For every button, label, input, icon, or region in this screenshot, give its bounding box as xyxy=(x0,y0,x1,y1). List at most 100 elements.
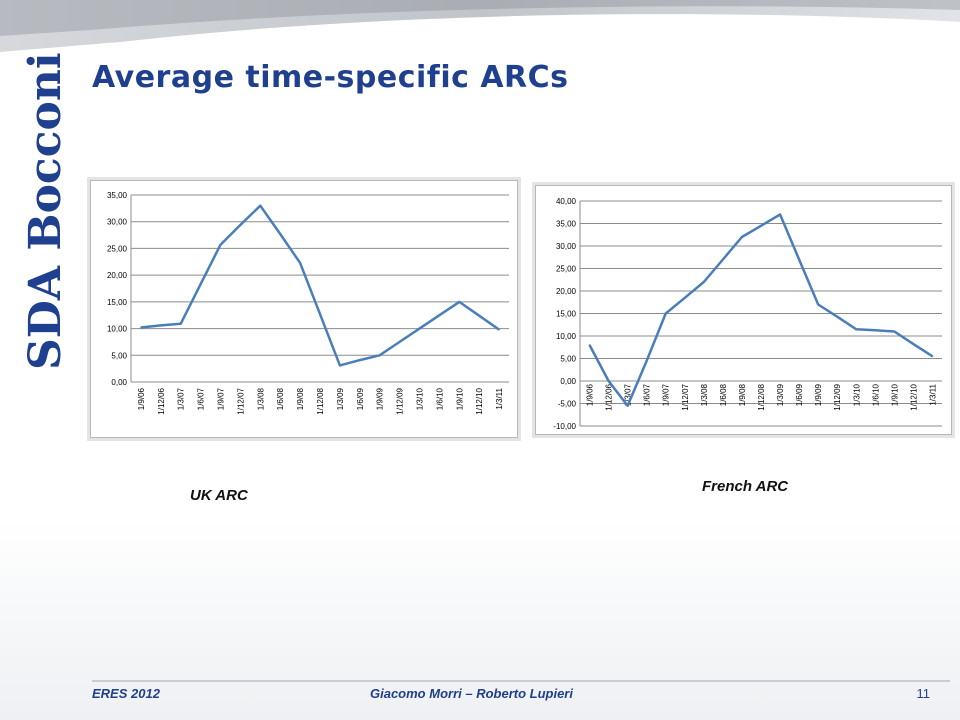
fr-x-tick-label: 1/3/08 xyxy=(700,383,709,406)
uk-y-tick-label: 35,00 xyxy=(107,191,128,200)
fr-data-point xyxy=(798,258,800,261)
french-arc-caption: French ARC xyxy=(702,478,789,495)
fr-y-tick-label: -10,00 xyxy=(553,422,576,431)
uk-x-tick-label: 1/9/09 xyxy=(376,387,385,410)
uk-x-tick-label: 1/3/11 xyxy=(495,387,504,409)
fr-x-tick-label: 1/6/09 xyxy=(795,383,804,406)
uk-x-tick-label: 1/3/10 xyxy=(415,387,424,410)
uk-x-tick-label: 1/9/10 xyxy=(455,387,464,410)
fr-data-point xyxy=(683,296,686,299)
fr-data-point xyxy=(874,329,877,331)
uk-data-point xyxy=(279,233,282,235)
uk-data-point xyxy=(319,313,321,315)
uk-x-tick-label: 1/9/08 xyxy=(296,387,305,410)
fr-y-tick-label: 20,00 xyxy=(556,287,577,296)
fr-x-tick-label: 1/9/10 xyxy=(890,383,899,406)
uk-x-tick-label: 1/6/08 xyxy=(276,387,285,410)
page-number: 11 xyxy=(916,686,931,701)
fr-x-tick-label: 1/12/09 xyxy=(833,383,842,410)
uk-data-point xyxy=(418,327,421,330)
fr-data-point xyxy=(855,328,858,331)
uk-data-point xyxy=(378,354,381,357)
french-arc-chart-svg: -10,00 -5,00 0,00 5,00 10,00 15,00 20,00 25,00 3… xyxy=(553,197,942,431)
uk-data-point xyxy=(398,341,401,343)
uk-y-tick-label: 15,00 xyxy=(107,298,128,307)
logo-wordmark: SDA Bocconi xyxy=(20,52,71,370)
french-arc-chart: -10,00 -5,00 0,00 5,00 10,00 15,00 20,00 25,00 3… xyxy=(535,185,952,435)
fr-x-tick-label: 1/12/06 xyxy=(605,383,614,410)
uk-x-tick-label: 1/12/07 xyxy=(236,387,245,414)
uk-arc-chart: 0,00 5,00 10,00 15,00 20,00 25,00 30,00 35,00 1/… xyxy=(90,180,518,438)
fr-x-tick-label: 1/9/08 xyxy=(738,383,747,406)
slide-title: Average time-specific ARCs xyxy=(92,60,569,95)
fr-data-point xyxy=(626,404,629,407)
uk-x-tick-label: 1/3/09 xyxy=(336,387,345,410)
uk-arc-chart-svg: 0,00 5,00 10,00 15,00 20,00 25,00 30,00 35,00 1/… xyxy=(107,191,509,415)
uk-data-point xyxy=(160,324,162,327)
uk-data-point xyxy=(498,328,500,331)
uk-series-line xyxy=(140,204,500,367)
fr-x-tick-label: 1/12/07 xyxy=(681,383,690,410)
fr-x-tick-label: 1/6/10 xyxy=(871,383,880,406)
fr-x-tick-label: 1/3/09 xyxy=(776,383,785,406)
fr-x-tick-label: 1/9/09 xyxy=(814,383,823,406)
sda-bocconi-logo: SDA Bocconi xyxy=(20,52,71,370)
header-swoosh xyxy=(0,0,960,52)
fr-x-tick-label: 1/9/07 xyxy=(662,383,671,406)
uk-x-tick-label: 1/9/07 xyxy=(217,387,226,410)
uk-data-point xyxy=(199,283,202,286)
fr-y-tick-label: 35,00 xyxy=(556,220,577,229)
fr-data-point xyxy=(741,236,743,238)
fr-x-tick-label: 1/12/10 xyxy=(909,383,918,410)
uk-data-point xyxy=(239,224,242,226)
uk-data-point xyxy=(299,262,301,264)
uk-y-tick-label: 30,00 xyxy=(107,218,128,227)
fr-data-point xyxy=(760,224,762,227)
uk-arc-caption: UK ARC xyxy=(190,487,248,504)
fr-data-point xyxy=(722,258,724,261)
footer-authors: Giacomo Morri – Roberto Lupieri xyxy=(370,686,573,701)
fr-x-tick-label: 1/3/07 xyxy=(624,383,633,406)
fr-x-tick-label: 1/6/07 xyxy=(643,383,652,406)
uk-y-tick-label: 10,00 xyxy=(107,325,128,334)
fr-x-tick-label: 1/6/08 xyxy=(719,383,728,406)
fr-data-point xyxy=(836,315,839,318)
fr-y-tick-label: 15,00 xyxy=(556,310,577,319)
footer-event: ERES 2012 xyxy=(92,686,160,701)
fr-data-point xyxy=(912,343,915,345)
uk-y-tick-label: 5,00 xyxy=(111,351,127,360)
uk-x-tick-label: 1/9/06 xyxy=(137,387,146,410)
fr-data-point xyxy=(645,359,648,362)
uk-data-point xyxy=(358,359,361,361)
fr-y-tick-label: 0,00 xyxy=(560,377,576,386)
uk-x-tick-label: 1/6/09 xyxy=(356,387,365,410)
fr-y-tick-label: 25,00 xyxy=(556,265,577,274)
uk-y-tick-label: 20,00 xyxy=(107,271,128,280)
fr-data-point xyxy=(817,303,819,306)
fr-y-tick-label: 5,00 xyxy=(560,355,576,364)
uk-data-point xyxy=(140,326,142,329)
fr-x-tick-label: 1/3/11 xyxy=(928,383,937,405)
uk-x-tick-label: 1/3/08 xyxy=(256,387,265,410)
uk-x-tick-label: 1/12/09 xyxy=(396,387,405,414)
fr-y-tick-label: -5,00 xyxy=(558,400,577,409)
uk-y-tick-label: 0,00 xyxy=(111,378,127,387)
fr-data-point xyxy=(779,213,781,216)
fr-x-tick-label: 1/9/06 xyxy=(586,383,595,406)
uk-x-tick-label: 1/12/10 xyxy=(475,387,484,414)
uk-data-point xyxy=(478,314,480,317)
uk-data-point xyxy=(259,204,262,207)
fr-data-point xyxy=(664,312,667,315)
uk-x-tick-label: 1/6/10 xyxy=(435,387,444,410)
uk-x-tick-label: 1/6/07 xyxy=(197,387,206,410)
fr-data-point xyxy=(607,380,610,382)
fr-y-tick-label: 40,00 xyxy=(556,197,577,206)
fr-data-point xyxy=(893,330,896,333)
uk-data-point xyxy=(219,243,222,246)
uk-data-point xyxy=(438,314,441,317)
uk-x-tick-label: 1/3/07 xyxy=(177,387,186,410)
footer-divider xyxy=(92,680,950,682)
fr-data-point xyxy=(931,355,934,358)
fr-series-line xyxy=(588,213,934,408)
fr-x-tick-label: 1/12/08 xyxy=(757,383,766,410)
